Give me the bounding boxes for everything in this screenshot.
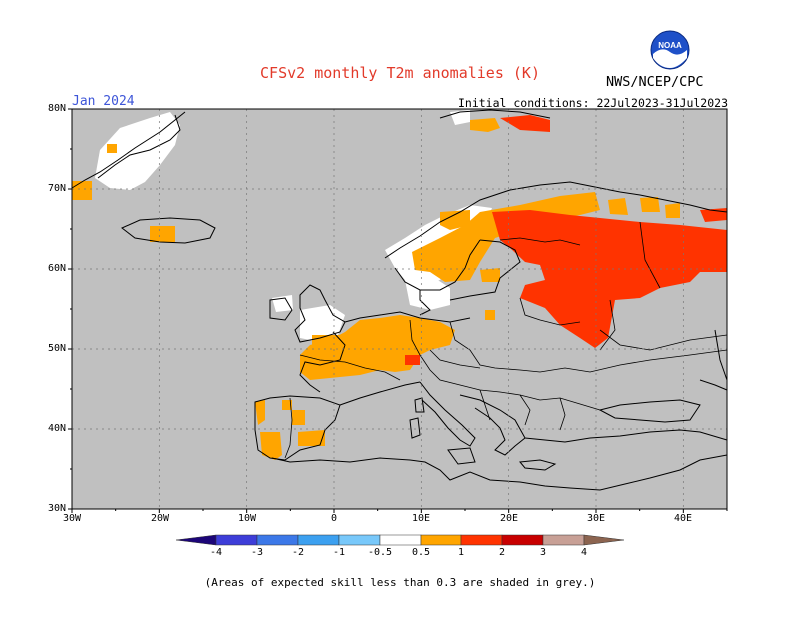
- lon-label: 30W: [62, 513, 82, 524]
- lat-label: 70N: [47, 183, 66, 194]
- forecast-month: Jan 2024: [72, 94, 135, 109]
- lon-label: 20W: [150, 513, 170, 524]
- colorbar-arrow-low: [175, 534, 217, 546]
- graticule: [72, 109, 727, 509]
- colorbar-label: -1: [332, 547, 346, 558]
- lat-label: 30N: [47, 503, 66, 514]
- lon-label: 30E: [586, 513, 606, 524]
- lon-label: 20E: [499, 513, 519, 524]
- lon-label: 10W: [237, 513, 257, 524]
- colorbar-label: 0.5: [411, 547, 431, 558]
- colorbar-segment: [379, 534, 422, 546]
- agency-label: NWS/NCEP/CPC: [606, 74, 704, 90]
- lon-label: 10E: [411, 513, 431, 524]
- lat-label: 50N: [47, 343, 66, 354]
- lon-label: 40E: [673, 513, 693, 524]
- svg-text:NOAA: NOAA: [658, 41, 682, 50]
- colorbar-segment: [501, 534, 544, 546]
- colorbar-label: 1: [457, 547, 465, 558]
- country-borders: [284, 221, 728, 459]
- lat-label: 40N: [47, 423, 66, 434]
- colorbar-label: -4: [209, 547, 223, 558]
- colorbar-segment: [215, 534, 258, 546]
- colorbar-segment: [297, 534, 340, 546]
- lon-label: 0: [330, 513, 338, 524]
- lat-label: 60N: [47, 263, 66, 274]
- axis-ticks: [68, 108, 728, 513]
- initial-conditions: Initial conditions: 22Jul2023-31Jul2023: [457, 96, 728, 110]
- colorbar-label: -3: [250, 547, 264, 558]
- colorbar-label: 2: [498, 547, 506, 558]
- colorbar-segment: [338, 534, 381, 546]
- colorbar-segment: [420, 534, 462, 546]
- colorbar-label: -2: [291, 547, 305, 558]
- colorbar-label: -0.5: [367, 547, 393, 558]
- colorbar-segment: [256, 534, 299, 546]
- noaa-logo-icon: NOAA: [650, 30, 690, 70]
- page-title: CFSv2 monthly T2m anomalies (K): [260, 64, 540, 82]
- colorbar-label: 4: [580, 547, 588, 558]
- map-background: [72, 109, 727, 509]
- lat-label: 80N: [47, 103, 66, 114]
- anomaly-0-5-to-1-areas: [72, 118, 680, 460]
- colorbar: [175, 534, 625, 546]
- colorbar-arrow-high: [583, 534, 625, 546]
- footnote: (Areas of expected skill less than 0.3 a…: [204, 576, 596, 589]
- colorbar-label: 3: [539, 547, 547, 558]
- coastlines: [71, 109, 728, 491]
- colorbar-segment: [460, 534, 503, 546]
- colorbar-segment: [542, 534, 585, 546]
